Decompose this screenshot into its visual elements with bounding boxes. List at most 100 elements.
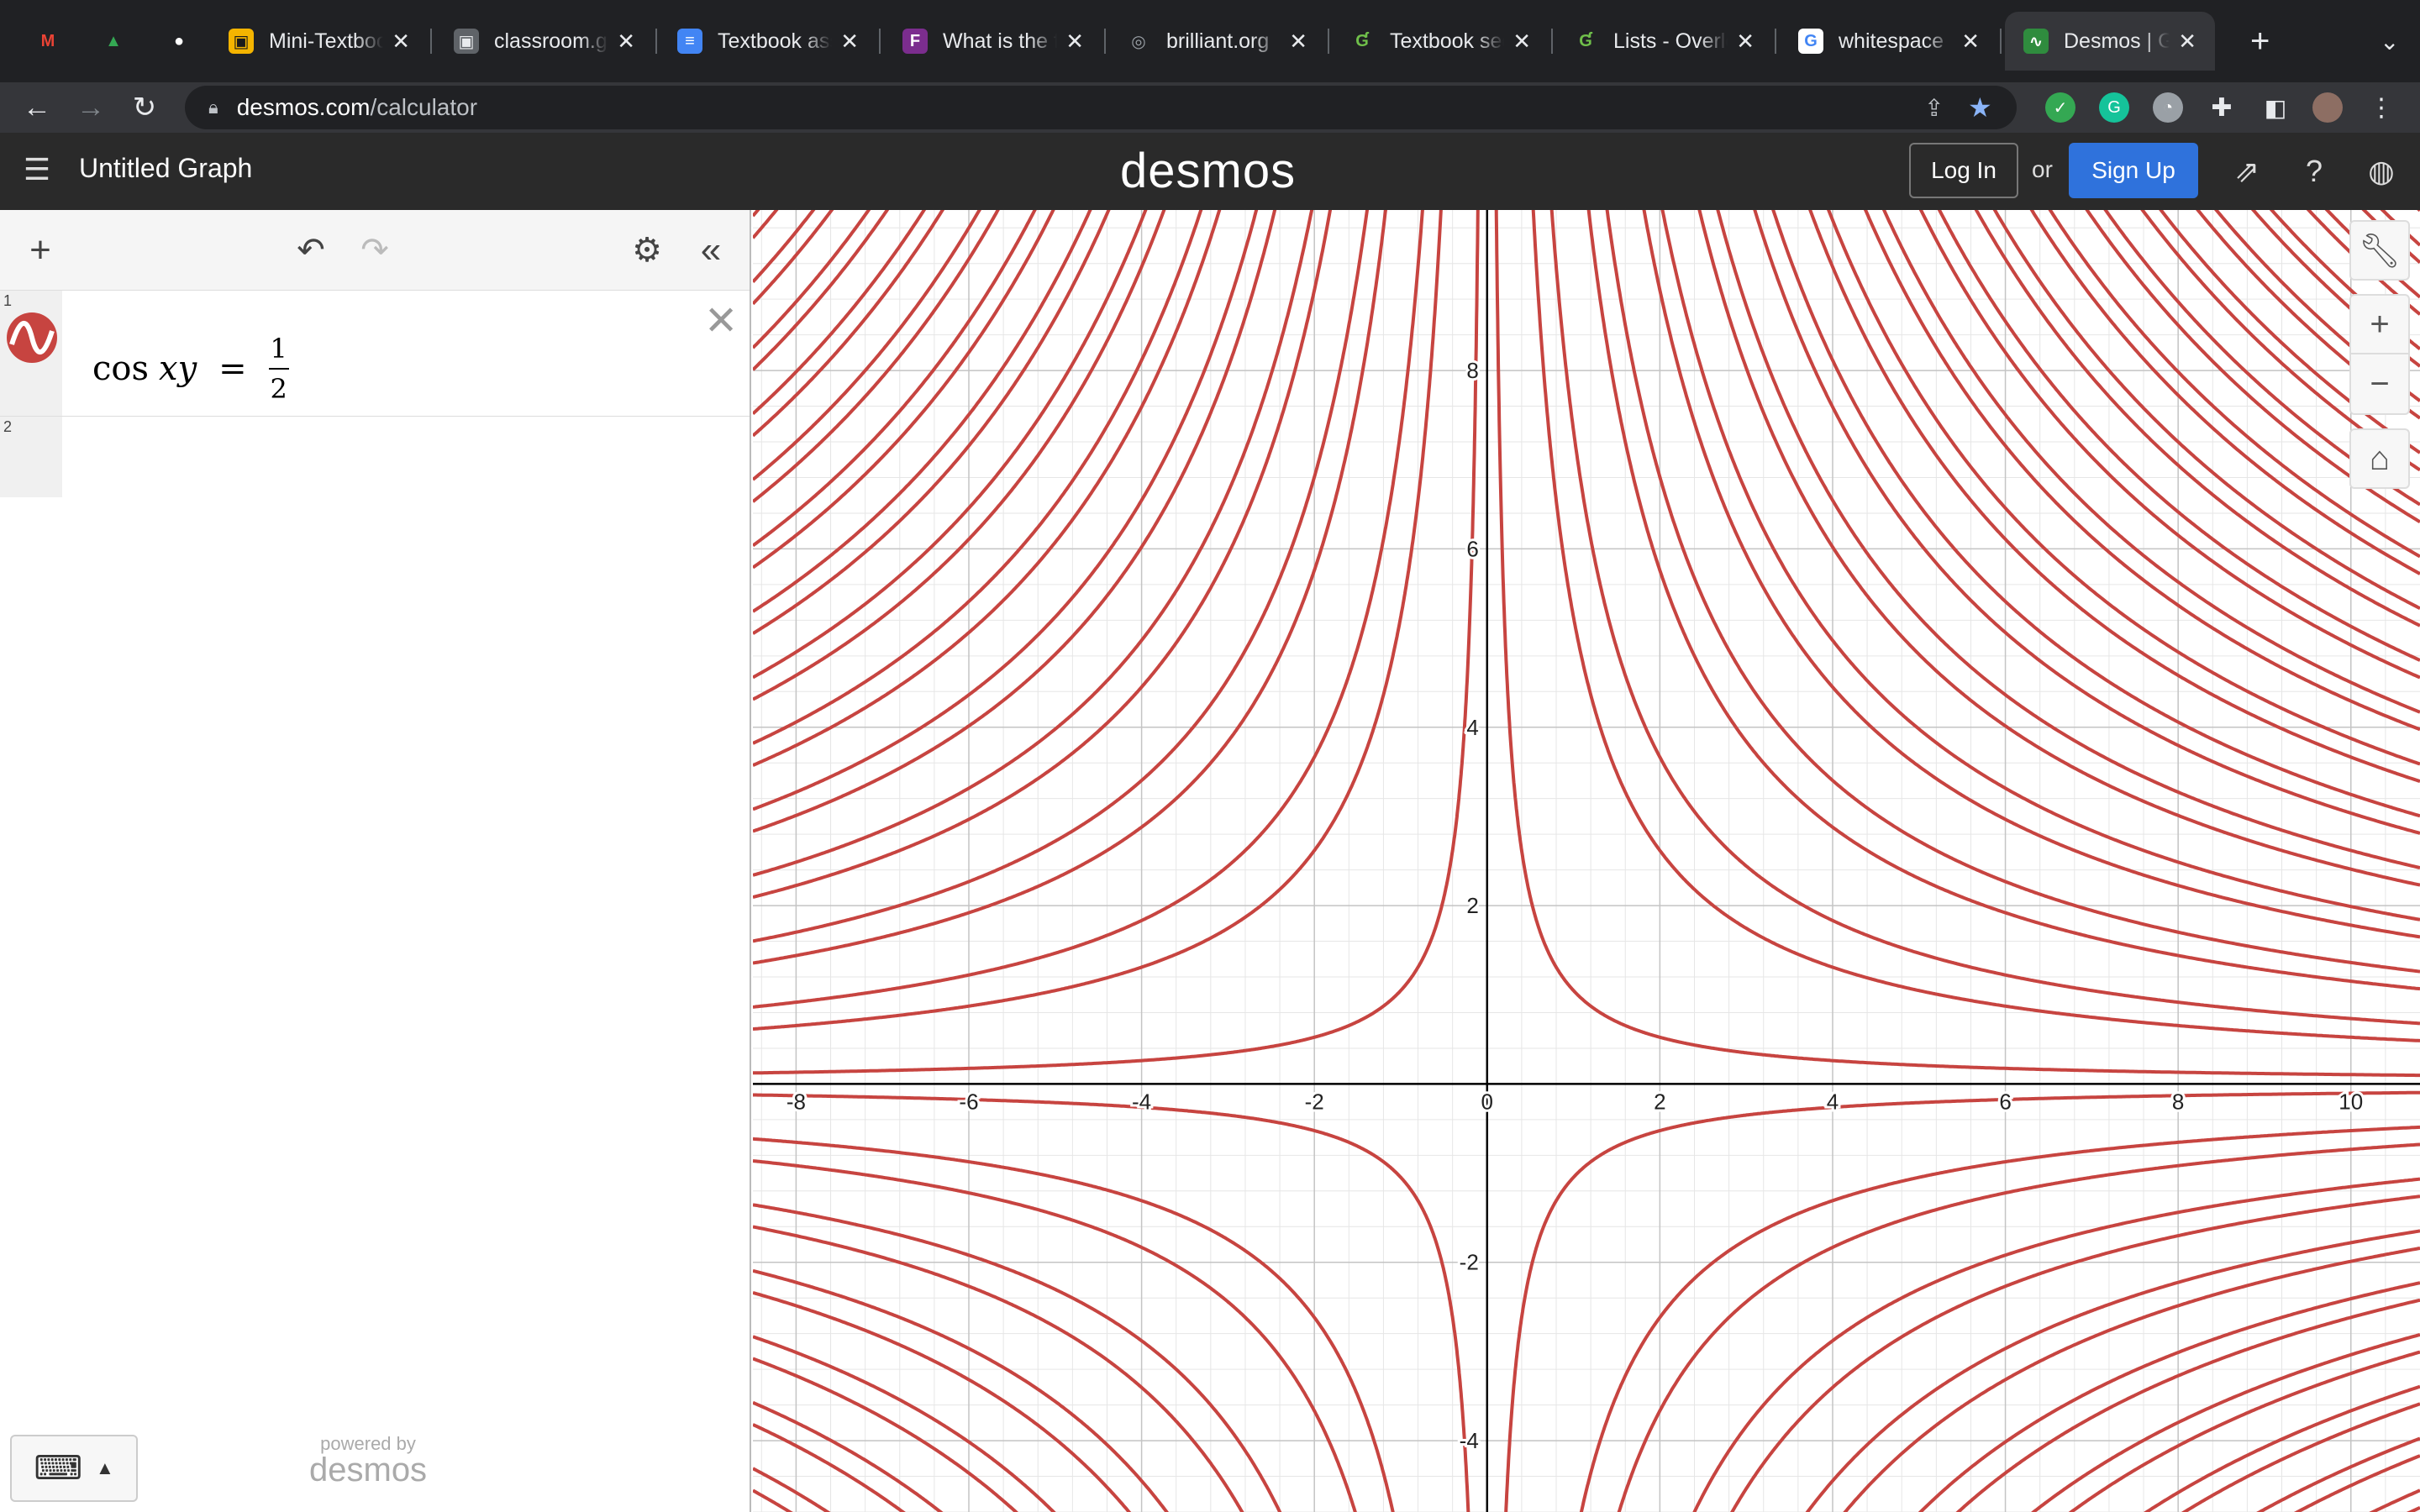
graph-curve — [1771, 210, 2420, 818]
hamburger-menu-icon[interactable]: ☰ — [23, 152, 51, 186]
tab-close-icon[interactable]: ✕ — [392, 28, 410, 54]
graph-paper[interactable]: -8 -6 -4 -2 0 2 4 6 8 10 -4 -2 2 4 6 8 🔧︎ + − ⌂ — [753, 210, 2420, 1512]
desmos-header: ☰ Untitled Graph desmos Log In or Sign U… — [0, 133, 2420, 210]
graph-curve — [1955, 1298, 2420, 1512]
browser-tab-title: Mini-Textbook — [269, 29, 384, 53]
expression-number: 1 — [3, 292, 13, 309]
browser-tab[interactable]: M — [17, 12, 76, 71]
slides-icon: ▣ — [229, 29, 254, 54]
tab-close-icon[interactable]: ✕ — [1736, 28, 1754, 54]
help-icon[interactable]: ? — [2305, 154, 2323, 188]
keypad-toggle-button[interactable]: ⌨ ▲ — [10, 1435, 138, 1502]
graph-curve — [1605, 210, 2420, 974]
browser-menu-icon[interactable]: ⋮ — [2369, 93, 2394, 122]
graph-canvas[interactable]: -8 -6 -4 -2 0 2 4 6 8 10 -4 -2 2 4 6 8 — [753, 210, 2420, 1512]
google-drive-icon: ▲ — [105, 31, 122, 50]
default-view-home-icon[interactable]: ⌂ — [2349, 428, 2410, 489]
browser-tab[interactable]: ∿ Desmos | Graphing ✕ — [2005, 12, 2215, 71]
graph-color-toggle-icon[interactable] — [5, 311, 59, 365]
address-bar[interactable]: 🔒︎ desmos.com/calculator ⇪ ★ — [185, 86, 2017, 129]
browser-tab[interactable]: ▣ classroom.google ✕ — [435, 12, 654, 71]
settings-gear-icon[interactable]: ⚙ — [632, 232, 662, 269]
graph-curve — [753, 210, 1037, 548]
graph-curve — [753, 1203, 1282, 1512]
graph-curve — [753, 210, 1314, 877]
graph-curve — [1937, 210, 2420, 662]
zoom-out-icon[interactable]: − — [2349, 354, 2410, 415]
tab-close-icon[interactable]: ✕ — [1065, 28, 1084, 54]
tab-separator — [430, 29, 432, 54]
add-item-icon[interactable]: + — [29, 229, 51, 270]
expression-number: 2 — [3, 418, 13, 435]
bookmark-star-icon[interactable]: ★ — [1968, 92, 1992, 123]
browser-tab[interactable]: Ɠ Textbook sequence ✕ — [1331, 12, 1549, 71]
extensions-puzzle-icon[interactable]: ✚ — [2211, 93, 2233, 122]
powered-by-desmos[interactable]: powered by desmos — [309, 1433, 427, 1489]
tab-separator — [1775, 29, 1776, 54]
forward-icon[interactable]: → — [76, 91, 105, 123]
graph-curve — [753, 210, 927, 416]
graph-curve — [753, 210, 1166, 701]
browser-tab[interactable]: ▣ Mini-Textbook ✕ — [210, 12, 429, 71]
tab-close-icon[interactable]: ✕ — [1512, 28, 1531, 54]
graph-curve — [1863, 210, 2420, 732]
expression-row[interactable]: 1 cos xy = 1 2 ✕ — [0, 291, 750, 417]
share-icon[interactable]: ⇪ — [1924, 94, 1944, 121]
graph-curve — [753, 210, 1370, 943]
x-tick-label: 2 — [1654, 1089, 1665, 1114]
expression-row-empty[interactable]: 2 — [0, 417, 750, 497]
graph-curve — [753, 210, 1387, 965]
browser-tab[interactable]: ● — [148, 12, 207, 71]
collapse-panel-icon[interactable]: « — [700, 229, 722, 270]
graph-curve — [1716, 210, 2420, 870]
graph-title[interactable]: Untitled Graph — [79, 153, 253, 183]
browser-tab[interactable]: Ɠ Lists - Overleaf ✕ — [1555, 12, 1773, 71]
tab-close-icon[interactable]: ✕ — [1289, 28, 1307, 54]
browser-tab[interactable]: F What is the f ✕ — [884, 12, 1102, 71]
tab-separator — [2000, 29, 2002, 54]
login-button[interactable]: Log In — [1909, 143, 2018, 198]
delete-expression-icon[interactable]: ✕ — [704, 299, 739, 344]
y-tick-label: 2 — [1466, 893, 1478, 918]
graph-curve — [1974, 210, 2420, 627]
reload-icon[interactable]: ↻ — [132, 92, 157, 123]
browser-tab[interactable]: ▲ — [82, 12, 141, 71]
redo-icon[interactable]: ↷ — [360, 232, 389, 269]
expression-gutter: 1 — [0, 291, 62, 416]
signup-button[interactable]: Sign Up — [2069, 143, 2198, 198]
graph-curve — [753, 210, 1480, 1075]
new-tab-icon[interactable]: + — [2250, 22, 2270, 60]
tab-close-icon[interactable]: ✕ — [2178, 28, 2196, 54]
graph-curve — [1992, 210, 2420, 611]
browser-tab-title: Textbook sequence — [1390, 29, 1504, 53]
url-host: desmos.com — [236, 94, 371, 120]
expression-gutter: 2 — [0, 417, 62, 497]
undo-icon[interactable]: ↶ — [297, 232, 325, 269]
graph-curve — [1531, 210, 2420, 1042]
tab-close-icon[interactable]: ✕ — [617, 28, 635, 54]
graph-settings-wrench-icon[interactable]: 🔧︎ — [2349, 220, 2410, 281]
x-tick-label: -4 — [1132, 1089, 1151, 1114]
language-globe-icon[interactable]: ◍ — [2368, 154, 2395, 188]
extension-check-icon[interactable]: ✓ — [2045, 92, 2075, 123]
browser-tab-title: classroom.google — [494, 29, 608, 53]
graph-curve — [753, 1268, 1169, 1512]
grammarly-icon[interactable]: G — [2099, 92, 2129, 123]
side-panel-icon[interactable]: ◧ — [2264, 94, 2287, 121]
tab-search-chevron-icon[interactable]: ⌄ — [2380, 28, 2400, 55]
browser-tab[interactable]: ◎ brilliant.org ✕ — [1107, 12, 1326, 71]
profile-avatar[interactable] — [2312, 92, 2343, 123]
graph-curve — [1753, 210, 2420, 835]
tab-close-icon[interactable]: ✕ — [1961, 28, 1980, 54]
browser-tab-title: What is the f — [943, 29, 1058, 53]
zoom-in-icon[interactable]: + — [2349, 294, 2410, 354]
back-icon[interactable]: ← — [23, 91, 51, 123]
extension-glasses-icon[interactable]: ◔ — [2153, 92, 2183, 123]
desmos-icon: ∿ — [2023, 29, 2049, 54]
tab-separator — [1104, 29, 1106, 54]
tab-close-icon[interactable]: ✕ — [840, 28, 859, 54]
browser-tab[interactable]: ≡ Textbook assignment ✕ — [659, 12, 877, 71]
expression-math[interactable]: cos xy = 1 2 — [92, 333, 289, 405]
share-graph-icon[interactable]: ⇗ — [2233, 154, 2260, 188]
